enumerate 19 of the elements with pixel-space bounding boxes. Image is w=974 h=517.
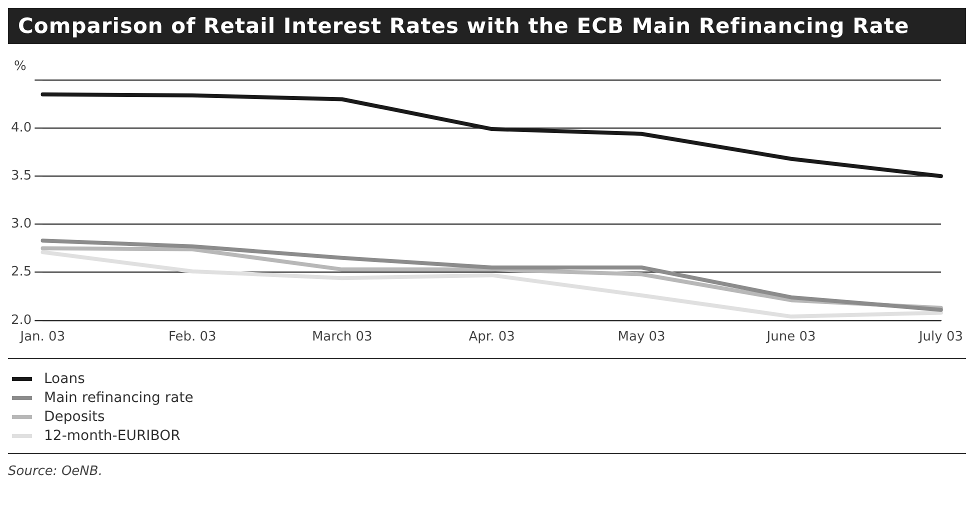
x-tick-label: March 03 (312, 330, 372, 345)
y-axis-title: % (14, 58, 26, 74)
legend-label: Main refinancing rate (44, 390, 194, 406)
source-note: Source: OeNB. (8, 453, 966, 479)
x-tick-label: Apr. 03 (468, 330, 515, 345)
y-tick-label: 4.0 (10, 120, 32, 136)
x-tick-label: June 03 (766, 330, 816, 345)
legend-label: Loans (44, 370, 85, 386)
x-tick-label: Feb. 03 (168, 330, 216, 345)
y-tick-label: 3.0 (10, 216, 32, 232)
y-tick-label: 2.0 (10, 312, 32, 328)
y-tick-label: 2.5 (10, 264, 32, 280)
x-tick-label: July 03 (918, 330, 964, 345)
x-tick-label: Jan. 03 (19, 330, 66, 345)
y-tick-label: 3.5 (10, 168, 32, 184)
legend-label: 12-month-EURIBOR (44, 428, 180, 444)
x-tick-label: May 03 (618, 330, 666, 345)
chart-title: Comparison of Retail Interest Rates with the ECB Main Refinancing Rate (8, 8, 966, 44)
legend-label: Deposits (44, 408, 105, 424)
